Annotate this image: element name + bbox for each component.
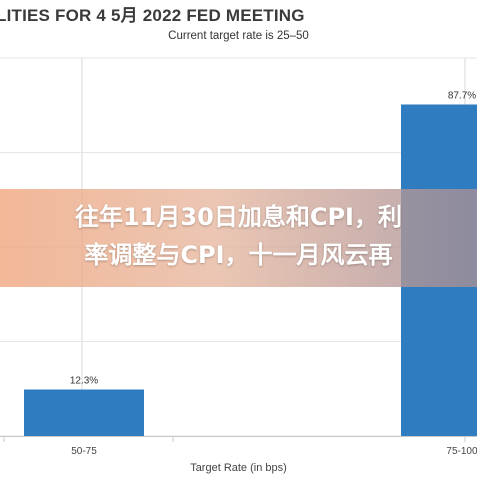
bar-50-75 bbox=[24, 389, 144, 436]
banner-line-2: 率调整与CPI，十一月风云再 bbox=[84, 241, 393, 269]
x-tick-label-75-100: 75-100 bbox=[446, 446, 477, 457]
banner-overlay bbox=[0, 189, 477, 287]
x-tick-label-50-75: 50-75 bbox=[71, 446, 97, 457]
banner-headline: 往年11月30日加息和CPI，利 率调整与CPI，十一月风云再 bbox=[0, 198, 477, 274]
chart-subtitle: Current target rate is 25–50 bbox=[168, 30, 309, 42]
data-label-50-75: 12.3% bbox=[70, 376, 98, 387]
x-axis-title: Target Rate (in bps) bbox=[190, 462, 287, 474]
banner-line-1: 往年11月30日加息和CPI，利 bbox=[75, 203, 402, 231]
chart-title: LITIES FOR 4 5月 2022 FED MEETING bbox=[0, 6, 305, 25]
data-label-75-100: 87.7% bbox=[448, 90, 476, 101]
